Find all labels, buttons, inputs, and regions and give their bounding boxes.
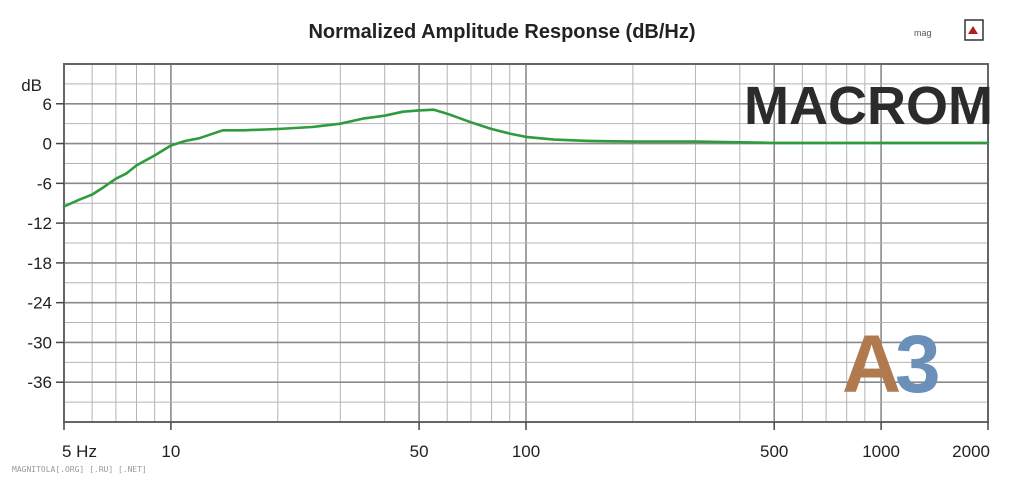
x-tick-label: 10 <box>161 442 180 461</box>
y-tick-label: -6 <box>37 174 52 193</box>
y-axis-ticks: 6 0 -6 -12 -18 -24 -30 -36 <box>27 95 64 392</box>
y-axis-unit-label: dB <box>21 76 42 95</box>
y-tick-label: 0 <box>43 135 52 154</box>
x-tick-label: 1000 <box>862 442 900 461</box>
macrom-brand-text: MACROM <box>744 76 993 136</box>
chart-title: Normalized Amplitude Response (dB/Hz) <box>308 21 695 43</box>
x-tick-label: 50 <box>410 442 429 461</box>
site-logo: mag <box>912 19 984 41</box>
x-tick-label: 2000 <box>952 442 990 461</box>
y-tick-label: -30 <box>27 333 52 352</box>
y-tick-label: -18 <box>27 254 52 273</box>
y-tick-label: 6 <box>43 95 52 114</box>
footer-text: MAGNITOLA[.ORG] [.RU] [.NET] <box>12 465 147 474</box>
grid <box>64 64 988 422</box>
a3-logo-letter-a: A <box>842 319 901 410</box>
a3-logo-digit-3: 3 <box>895 319 941 410</box>
y-tick-label: -12 <box>27 214 52 233</box>
x-tick-label: 5 Hz <box>62 442 97 461</box>
a3-logo: A 3 <box>842 319 941 410</box>
x-axis-ticks: 5 Hz 10 50 100 500 1000 2000 <box>62 422 990 461</box>
y-tick-label: -24 <box>27 294 52 313</box>
x-tick-label: 500 <box>760 442 788 461</box>
x-tick-label: 100 <box>512 442 540 461</box>
response-curve <box>62 108 990 208</box>
series-layer <box>62 108 990 208</box>
site-logo-text: mag <box>914 28 932 38</box>
y-tick-label: -36 <box>27 373 52 392</box>
